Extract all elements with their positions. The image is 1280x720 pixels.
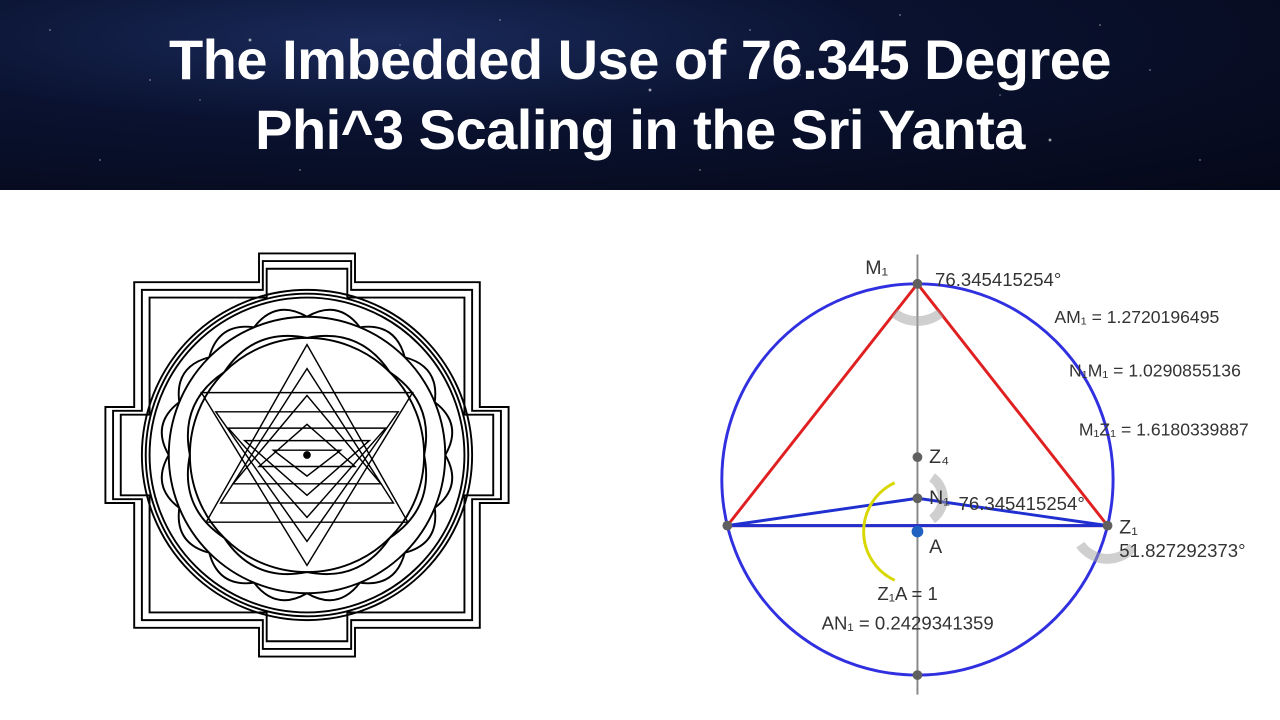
svg-text:76.345415254°: 76.345415254° bbox=[959, 493, 1085, 514]
svg-text:Z₄: Z₄ bbox=[930, 446, 950, 468]
svg-text:N₁: N₁ bbox=[930, 487, 951, 509]
page-title: The Imbedded Use of 76.345 Degree Phi^3 … bbox=[149, 25, 1131, 165]
geometry-panel: M₁ 76.345415254° AM₁ = 1.2720196495 N₁M₁ = … bbox=[614, 190, 1280, 720]
svg-text:AN₁ = 0.2429341359: AN₁ = 0.2429341359 bbox=[822, 612, 994, 633]
title-line-2: Phi^3 Scaling in the Sri Yanta bbox=[255, 98, 1025, 161]
svg-text:Z₁: Z₁ bbox=[1120, 516, 1139, 538]
yantra-bindu bbox=[304, 452, 310, 458]
header-banner: The Imbedded Use of 76.345 Degree Phi^3 … bbox=[0, 0, 1280, 190]
sri-yantra-svg bbox=[67, 215, 547, 695]
svg-text:A: A bbox=[930, 536, 943, 558]
svg-text:M₁Z₁ = 1.6180339887: M₁Z₁ = 1.6180339887 bbox=[1079, 419, 1249, 439]
svg-text:Z₁A = 1: Z₁A = 1 bbox=[878, 583, 939, 604]
sri-yantra-panel bbox=[0, 190, 614, 720]
svg-text:N₁M₁ = 1.0290855136: N₁M₁ = 1.0290855136 bbox=[1069, 361, 1241, 381]
svg-text:M₁: M₁ bbox=[866, 257, 889, 279]
svg-text:76.345415254°: 76.345415254° bbox=[935, 269, 1061, 290]
svg-text:51.827292373°: 51.827292373° bbox=[1120, 540, 1246, 561]
content-row: M₁ 76.345415254° AM₁ = 1.2720196495 N₁M₁ = … bbox=[0, 190, 1280, 720]
geometry-svg: M₁ 76.345415254° AM₁ = 1.2720196495 N₁M₁ = … bbox=[624, 200, 1270, 710]
title-line-1: The Imbedded Use of 76.345 Degree bbox=[169, 28, 1111, 91]
svg-text:AM₁ = 1.2720196495: AM₁ = 1.2720196495 bbox=[1055, 307, 1220, 327]
